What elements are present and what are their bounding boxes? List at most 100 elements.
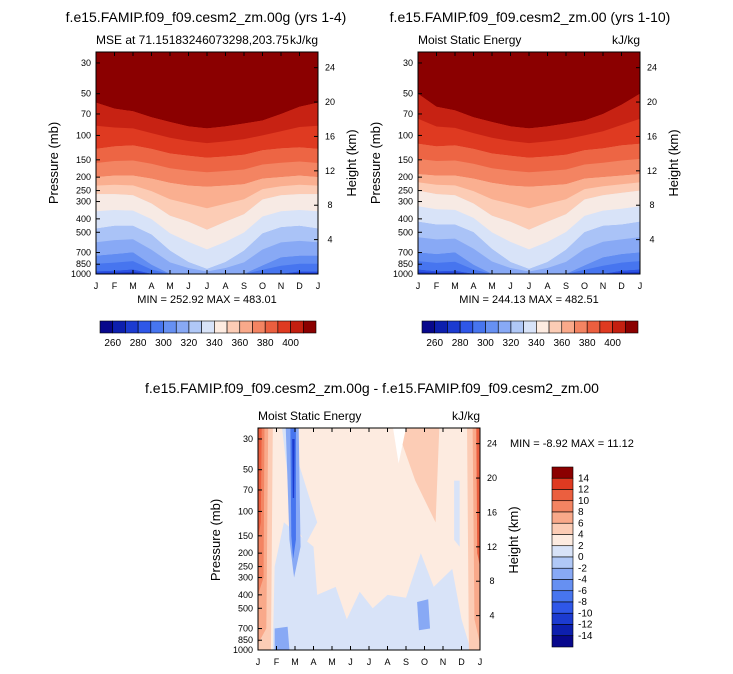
panel-1-contour-fills <box>96 102 318 274</box>
panel-3-plot <box>258 428 480 650</box>
panel-2-colorbar-box <box>624 320 639 334</box>
panel-3-colorbar-label: -6 <box>578 586 587 597</box>
panel-3-ytick-label: 250 <box>238 562 253 572</box>
panel-3-ytick-label: 1000 <box>233 645 253 655</box>
panel-3-colorbar-label: 12 <box>578 485 590 496</box>
panel-3-region-16 <box>454 480 460 547</box>
panel-1-ytick-label: 250 <box>76 186 91 196</box>
panel-3-xtick-label: F <box>274 657 280 667</box>
panel-2-ytick-label: 300 <box>398 197 413 207</box>
panel-2-colorbar-label: 280 <box>452 338 469 349</box>
panel-1-colorbar-box <box>214 320 228 334</box>
panel-1-subband-4 <box>96 194 318 250</box>
panel-2-colorbar-label: 300 <box>477 338 494 349</box>
panel-1-colorbar-label: 260 <box>104 338 121 349</box>
panel-3-ytick-right-label: 16 <box>487 507 497 517</box>
panel-1-ytick-right-label: 24 <box>325 63 335 73</box>
panel-3-ytick-label: 200 <box>238 548 253 558</box>
panel-1-ytick-label: 400 <box>76 214 91 224</box>
panel-2-colorbar-box <box>434 320 448 334</box>
panel-3-colorbar-box <box>551 489 574 502</box>
panel-3-region-4 <box>292 438 295 498</box>
panel-3-colorbar-box <box>551 624 574 637</box>
panel-2-colorbar-label: 380 <box>579 338 596 349</box>
panel-2-colorbar-box <box>421 320 436 334</box>
panel-2-xtick-label: J <box>638 281 643 291</box>
panel-2-colorbar-label: 360 <box>553 338 570 349</box>
panel-3-colorbar-box <box>551 511 574 524</box>
panel-2-xtick-label: N <box>600 281 607 291</box>
panel-2-ytick-label: 50 <box>403 89 413 99</box>
panel-2-colorbar: 260 280 300 320 340 360 380 400 <box>421 320 639 349</box>
panel-2-plot <box>418 52 640 274</box>
panel-3-xtick-label: S <box>403 657 409 667</box>
panel-1-subband-1 <box>96 269 318 274</box>
panel-3-xtick-label: J <box>478 657 483 667</box>
panel-1-colorbar-label: 280 <box>130 338 147 349</box>
panel-1-min-max: MIN = 252.92 MAX = 483.01 <box>137 294 276 306</box>
panel-1-colorbar-box <box>163 320 177 334</box>
panel-1-colorbar-label: 300 <box>155 338 172 349</box>
panel-2-colorbar-box <box>574 320 588 334</box>
panel-2-colorbar-box <box>586 320 601 334</box>
panel-2-ylabel: Pressure (mb) <box>368 122 383 204</box>
panel-1-ytick-label: 30 <box>81 58 91 68</box>
panel-1-ytick-label: 100 <box>76 130 91 140</box>
panel-3-ylabel: Pressure (mb) <box>208 499 223 581</box>
panel-1-xtick-label: J <box>94 281 99 291</box>
panel-3-colorbar-box <box>551 590 574 603</box>
panel-1-colorbar: 260 280 300 320 340 360 380 400 <box>99 320 317 349</box>
panel-3-colorbar-box <box>551 612 574 625</box>
panel-2-subband-4 <box>418 190 640 250</box>
panel-1-ytick-label: 70 <box>81 109 91 119</box>
panel-3-colorbar-label: -2 <box>578 563 587 574</box>
panel-1-colorbar-box <box>290 320 304 334</box>
panel-2-subband-7 <box>418 93 640 144</box>
panel-3-ylabel-right: Height (km) <box>506 506 521 573</box>
panel-3-colorbar-label: 14 <box>578 473 590 484</box>
panel-2-xtick-label: A <box>470 281 476 291</box>
panel-1-xtick-label: M <box>166 281 174 291</box>
panel-1-xtick-label: J <box>186 281 191 291</box>
panel-1-ylabel-right: Height (km) <box>344 129 359 196</box>
panel-2-colorbar-label: 400 <box>604 338 621 349</box>
panel-3-xtick-label: A <box>384 657 390 667</box>
panel-1-subband-3 <box>96 225 318 272</box>
panel-1-colorbar-box <box>175 320 190 334</box>
panel-3-ytick-label: 500 <box>238 603 253 613</box>
panel-1-colorbar-box <box>99 320 114 334</box>
panel-3-colorbar-box <box>551 556 574 569</box>
panel-1-colorbar-box <box>137 320 152 334</box>
panel-2-ytick-right-label: 12 <box>647 166 657 176</box>
panel-2-colorbar-box <box>472 320 486 334</box>
panel-1-right-string: kJ/kg <box>290 33 318 47</box>
panel-2-subband-6 <box>418 143 640 173</box>
panel-1-xtick-label: M <box>129 281 137 291</box>
panel-1-colorbar-label: 340 <box>206 338 223 349</box>
panel-1-ytick-label: 850 <box>76 259 91 269</box>
panel-1-left-string: MSE at 71.15183246073298,203.75 <box>96 33 289 47</box>
panel-2-colorbar-label: 320 <box>503 338 520 349</box>
panel-3-ytick-label: 850 <box>238 635 253 645</box>
panel-2-xtick-label: O <box>581 281 588 291</box>
panel-2-subband-3 <box>418 221 640 272</box>
panel-2-subband-5 <box>418 174 640 209</box>
panel-2-colorbar-box <box>459 320 474 334</box>
panel-2-xtick-label: J <box>416 281 421 291</box>
panel-3-min-max: MIN = -8.92 MAX = 11.12 <box>510 438 634 450</box>
panel-3-contour-fills <box>258 428 480 650</box>
panel-1-xtick-label: D <box>296 281 303 291</box>
panel-1-ytick-right-label: 12 <box>325 166 335 176</box>
panel-3-colorbar-box <box>551 545 574 558</box>
panel-1-ytick-right-label: 16 <box>325 131 335 141</box>
panel-1-colorbar-box <box>112 320 126 334</box>
panel-1-xtick-label: A <box>148 281 154 291</box>
panel-2-colorbar-box <box>485 320 499 334</box>
panel-1-colorbar-box <box>188 320 202 334</box>
panel-3-colorbar-box <box>551 500 574 513</box>
panel-1-ytick-label: 150 <box>76 155 91 165</box>
panel-3-colorbar-box <box>551 534 574 547</box>
panel-3-right-string: kJ/kg <box>452 409 480 423</box>
panel-3-colorbar-box <box>551 579 574 592</box>
